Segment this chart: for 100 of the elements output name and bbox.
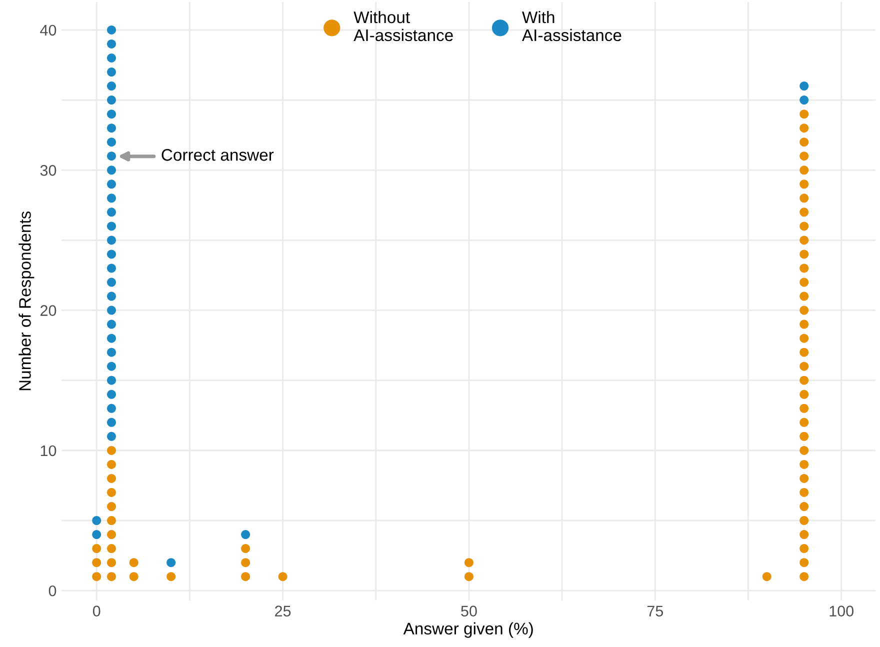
point [92, 530, 102, 540]
point [800, 432, 809, 441]
point [106, 264, 116, 273]
point [106, 502, 116, 512]
point [106, 362, 116, 371]
point [800, 166, 809, 175]
point [106, 110, 116, 119]
point [800, 544, 809, 554]
x-tick-label: 75 [647, 606, 664, 616]
point [106, 376, 116, 385]
point [800, 278, 809, 287]
point [106, 544, 116, 554]
point [800, 334, 809, 343]
legend-label: Without AI-assistance [354, 10, 453, 42]
point [106, 96, 116, 105]
point [92, 516, 102, 526]
point [800, 390, 809, 399]
point [92, 572, 102, 582]
point [166, 558, 176, 568]
point [129, 558, 138, 568]
y-tick-label: 0 [48, 585, 56, 596]
point [166, 572, 176, 582]
point [106, 68, 116, 77]
point [106, 250, 116, 259]
point [800, 320, 809, 329]
point [464, 572, 474, 582]
y-tick-label: 40 [40, 24, 56, 36]
point [241, 572, 250, 582]
point [800, 502, 809, 512]
point [106, 418, 116, 427]
point [800, 572, 809, 582]
point [106, 432, 116, 441]
point [800, 488, 809, 497]
point [241, 558, 250, 568]
point [241, 530, 250, 540]
point [106, 558, 116, 568]
point [800, 418, 809, 427]
point [106, 208, 116, 217]
point [800, 558, 809, 568]
x-tick-label: 25 [275, 606, 291, 616]
point [762, 572, 772, 582]
y-tick-label: 20 [40, 305, 56, 316]
point [800, 264, 809, 273]
point [800, 516, 809, 526]
point [800, 222, 809, 231]
x-axis-title: Answer given (%) [403, 622, 533, 638]
point [106, 530, 116, 540]
point [106, 54, 116, 63]
point [106, 320, 116, 329]
point [106, 292, 116, 301]
point [106, 166, 116, 175]
x-tick-label: 50 [461, 606, 477, 616]
point [800, 348, 809, 357]
point [106, 474, 116, 483]
point [800, 208, 809, 217]
point [800, 460, 809, 469]
point [800, 530, 809, 540]
point [106, 138, 116, 147]
point [106, 180, 116, 189]
point [106, 124, 116, 133]
point [800, 152, 809, 161]
point [106, 194, 116, 203]
point [800, 194, 809, 203]
point [800, 376, 809, 385]
point [800, 236, 809, 245]
point [800, 124, 809, 133]
point [106, 334, 116, 343]
point [800, 96, 809, 105]
point [106, 446, 116, 455]
point [106, 572, 116, 582]
point [800, 362, 809, 371]
point [800, 138, 809, 147]
point [106, 82, 116, 91]
point [800, 110, 809, 119]
point [241, 544, 250, 554]
point [800, 404, 809, 413]
y-tick-label: 30 [40, 165, 56, 176]
point [800, 180, 809, 189]
point [106, 516, 116, 526]
point [106, 222, 116, 231]
point [106, 460, 116, 469]
point [92, 558, 102, 568]
point [106, 152, 116, 161]
point [800, 446, 809, 455]
point [106, 278, 116, 287]
legend-label: With AI-assistance [522, 10, 622, 42]
point [800, 82, 809, 91]
y-tick-label: 10 [40, 445, 56, 456]
point [106, 404, 116, 413]
point [800, 292, 809, 301]
point [106, 488, 116, 497]
point [106, 39, 116, 48]
y-axis-title: Number of Respondents [18, 211, 34, 390]
point [800, 250, 809, 259]
point [106, 25, 116, 34]
annotation: Correct answer [162, 149, 274, 161]
point [464, 558, 474, 568]
point [106, 306, 116, 315]
point [106, 348, 116, 357]
point [800, 474, 809, 483]
